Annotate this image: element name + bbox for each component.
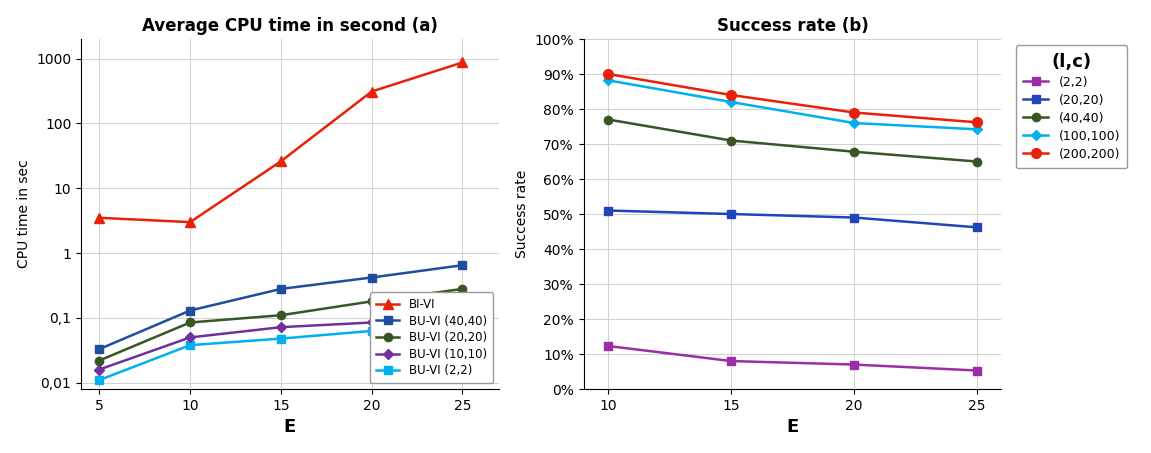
(20,20) [970, 225, 984, 230]
BU-VI (2,2) [456, 324, 470, 330]
BU-VI (10,10) [183, 335, 197, 340]
BU-VI (20,20) [183, 320, 197, 325]
X-axis label: E: E [284, 418, 296, 436]
BU-VI (20,20) [365, 299, 379, 304]
BU-VI (2,2) [365, 328, 379, 334]
Line: (100,100): (100,100) [604, 77, 981, 133]
Line: (20,20): (20,20) [604, 207, 981, 231]
(200,200) [724, 92, 738, 98]
(200,200) [847, 110, 861, 115]
BU-VI (10,10) [92, 367, 106, 372]
BU-VI (40,40) [92, 347, 106, 352]
BI-VI [274, 159, 288, 164]
(2,2) [847, 362, 861, 367]
BU-VI (10,10) [274, 324, 288, 330]
(40,40) [724, 138, 738, 143]
(40,40) [601, 117, 615, 122]
BI-VI [365, 89, 379, 94]
(100,100) [601, 77, 615, 83]
(100,100) [724, 99, 738, 105]
Line: BI-VI: BI-VI [94, 58, 467, 227]
BU-VI (40,40) [183, 308, 197, 313]
Line: (40,40): (40,40) [604, 116, 981, 166]
Line: (200,200): (200,200) [603, 69, 982, 127]
(20,20) [724, 211, 738, 217]
BU-VI (10,10) [456, 315, 470, 321]
BU-VI (20,20) [92, 358, 106, 363]
(200,200) [601, 71, 615, 77]
Line: BU-VI (10,10): BU-VI (10,10) [96, 314, 466, 373]
(200,200) [970, 120, 984, 125]
Y-axis label: CPU time in sec: CPU time in sec [16, 160, 31, 268]
Y-axis label: Success rate: Success rate [514, 170, 528, 258]
(40,40) [970, 159, 984, 164]
Line: BU-VI (2,2): BU-VI (2,2) [96, 323, 466, 384]
BI-VI [92, 215, 106, 221]
BI-VI [183, 219, 197, 225]
BU-VI (40,40) [274, 286, 288, 292]
BU-VI (40,40) [456, 262, 470, 268]
Line: BU-VI (40,40): BU-VI (40,40) [96, 261, 466, 353]
Legend: BI-VI, BU-VI (40,40), BU-VI (20,20), BU-VI (10,10), BU-VI (2,2): BI-VI, BU-VI (40,40), BU-VI (20,20), BU-… [369, 292, 493, 383]
(2,2) [724, 358, 738, 364]
Line: (2,2): (2,2) [604, 342, 981, 375]
Line: BU-VI (20,20): BU-VI (20,20) [96, 285, 466, 365]
(100,100) [970, 126, 984, 132]
BU-VI (20,20) [456, 286, 470, 292]
BU-VI (10,10) [365, 320, 379, 325]
BI-VI [456, 60, 470, 65]
(2,2) [970, 368, 984, 373]
BU-VI (2,2) [274, 336, 288, 341]
Title: Success rate (b): Success rate (b) [717, 17, 868, 35]
(2,2) [601, 343, 615, 349]
BU-VI (40,40) [365, 275, 379, 280]
BU-VI (2,2) [183, 342, 197, 348]
(100,100) [847, 120, 861, 126]
(20,20) [601, 208, 615, 213]
(20,20) [847, 215, 861, 220]
BU-VI (2,2) [92, 377, 106, 383]
(40,40) [847, 149, 861, 154]
BU-VI (20,20) [274, 313, 288, 318]
Legend: (2,2), (20,20), (40,40), (100,100), (200,200): (2,2), (20,20), (40,40), (100,100), (200… [1016, 45, 1128, 168]
X-axis label: E: E [786, 418, 799, 436]
Title: Average CPU time in second (a): Average CPU time in second (a) [142, 17, 437, 35]
